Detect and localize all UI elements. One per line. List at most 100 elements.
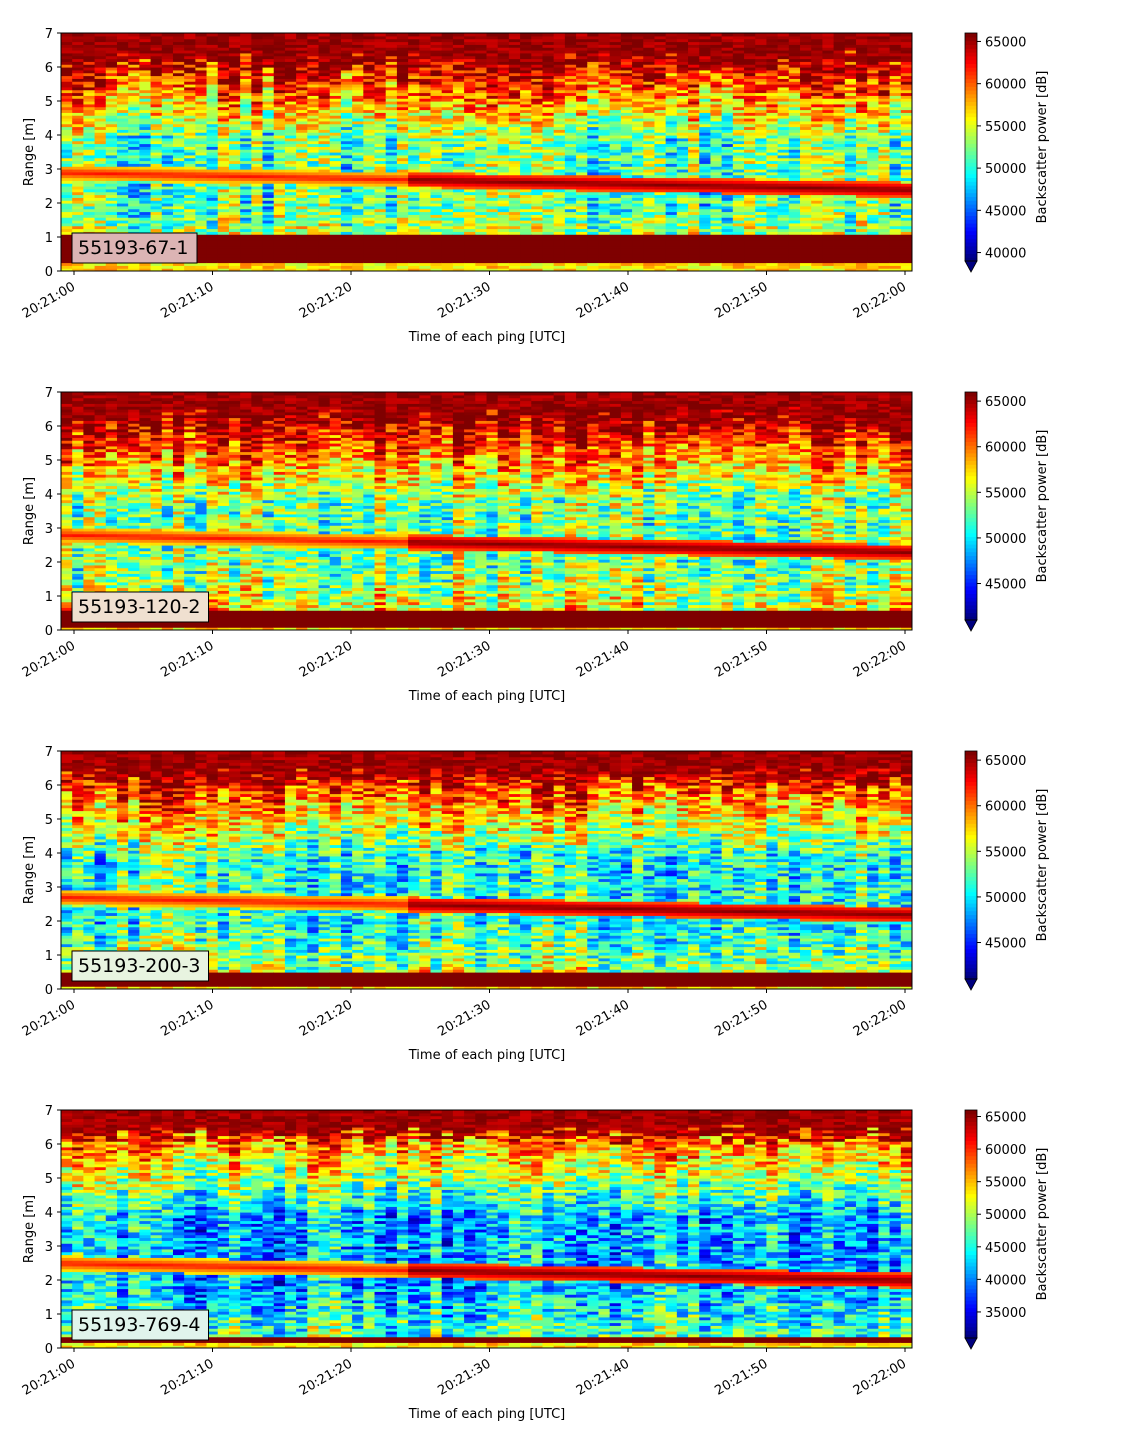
heatmap-cell bbox=[374, 98, 387, 102]
heatmap-cell bbox=[396, 135, 409, 139]
heatmap-cell bbox=[262, 41, 275, 45]
heatmap-cell bbox=[296, 123, 308, 128]
heatmap-cell bbox=[83, 217, 96, 221]
heatmap-cell bbox=[61, 109, 73, 113]
heatmap-cell bbox=[542, 149, 555, 153]
heatmap-cell bbox=[116, 203, 129, 207]
heatmap-cell bbox=[284, 41, 297, 45]
heatmap-cell bbox=[508, 220, 521, 224]
heatmap-cell bbox=[452, 160, 465, 164]
heatmap-cell bbox=[116, 72, 129, 77]
heatmap-cell bbox=[94, 47, 107, 51]
heatmap-cell bbox=[374, 112, 387, 116]
heatmap-cell bbox=[598, 188, 611, 193]
heatmap-cell bbox=[464, 208, 476, 213]
heatmap-cell bbox=[61, 259, 73, 264]
heatmap-cell bbox=[688, 214, 700, 218]
heatmap-cell bbox=[184, 98, 196, 102]
heatmap-cell bbox=[284, 129, 297, 133]
heatmap-cell bbox=[587, 50, 600, 54]
heatmap-cell bbox=[643, 152, 656, 156]
heatmap-cell bbox=[632, 61, 644, 65]
heatmap-cell bbox=[553, 177, 566, 181]
heatmap-cell bbox=[598, 169, 611, 173]
heatmap-cell bbox=[94, 186, 107, 190]
heatmap-cell bbox=[128, 35, 140, 40]
heatmap-cell bbox=[139, 140, 152, 145]
heatmap-cell bbox=[217, 220, 230, 224]
heatmap-cell bbox=[587, 220, 600, 224]
heatmap-cell bbox=[296, 44, 308, 48]
heatmap-cell bbox=[598, 41, 611, 45]
heatmap-cell bbox=[396, 106, 409, 111]
heatmap-cell bbox=[676, 248, 689, 252]
heatmap-cell bbox=[307, 188, 320, 193]
heatmap-cell bbox=[139, 188, 152, 193]
heatmap-cell bbox=[486, 157, 499, 162]
heatmap-cell bbox=[340, 171, 353, 176]
heatmap-cell bbox=[273, 120, 286, 125]
heatmap-cell bbox=[296, 67, 308, 71]
heatmap-cell bbox=[542, 222, 555, 227]
heatmap-cell bbox=[217, 81, 230, 85]
heatmap-cell bbox=[251, 52, 264, 57]
heatmap-cell bbox=[240, 262, 252, 266]
heatmap-cell bbox=[632, 194, 644, 198]
heatmap-cell bbox=[408, 38, 420, 43]
heatmap-cell bbox=[329, 115, 342, 119]
heatmap-cell bbox=[217, 231, 230, 235]
heatmap-cell bbox=[699, 109, 712, 113]
heatmap-cell bbox=[352, 152, 364, 156]
heatmap-cell bbox=[531, 44, 544, 48]
heatmap-cell bbox=[105, 81, 118, 85]
heatmap-cell bbox=[587, 214, 600, 218]
heatmap-cell bbox=[262, 44, 275, 48]
heatmap-cell bbox=[576, 262, 588, 266]
heatmap-cell bbox=[374, 242, 387, 247]
heatmap-cell bbox=[385, 203, 398, 207]
heatmap-cell bbox=[284, 101, 297, 105]
heatmap-cell bbox=[128, 225, 140, 230]
heatmap-cell bbox=[296, 171, 308, 176]
heatmap-cell bbox=[520, 211, 532, 215]
heatmap-cell bbox=[116, 86, 129, 91]
heatmap-cell bbox=[486, 160, 499, 164]
heatmap-cell bbox=[139, 86, 152, 91]
heatmap-cell bbox=[228, 64, 241, 68]
heatmap-cell bbox=[430, 228, 443, 232]
heatmap-cell bbox=[172, 50, 185, 54]
heatmap-cell bbox=[385, 69, 398, 74]
heatmap-cell bbox=[385, 129, 398, 133]
heatmap-cell bbox=[665, 118, 678, 122]
heatmap-cell bbox=[609, 228, 622, 232]
heatmap-cell bbox=[564, 149, 577, 153]
heatmap-cell bbox=[452, 81, 465, 85]
heatmap-cell bbox=[419, 106, 432, 111]
heatmap-cell bbox=[441, 214, 454, 218]
heatmap-cell bbox=[441, 234, 454, 238]
heatmap-cell bbox=[184, 101, 196, 105]
heatmap-cell bbox=[643, 132, 656, 136]
heatmap-cell bbox=[620, 245, 633, 249]
heatmap-cell bbox=[150, 101, 163, 105]
heatmap-cell bbox=[217, 259, 230, 264]
heatmap-cell bbox=[150, 268, 163, 271]
heatmap-cell bbox=[329, 149, 342, 153]
heatmap-cell bbox=[643, 169, 656, 173]
heatmap-cell bbox=[587, 84, 600, 88]
heatmap-cell bbox=[139, 33, 152, 37]
heatmap-cell bbox=[609, 55, 622, 60]
heatmap-cell bbox=[195, 149, 208, 153]
heatmap-cell bbox=[240, 120, 252, 125]
heatmap-cell bbox=[72, 171, 84, 176]
heatmap-cell bbox=[72, 183, 84, 187]
heatmap-cell bbox=[676, 174, 689, 179]
heatmap-cell bbox=[430, 72, 443, 77]
heatmap-cell bbox=[61, 149, 73, 153]
heatmap-cell bbox=[531, 69, 544, 74]
heatmap-cell bbox=[352, 81, 364, 85]
heatmap-cell bbox=[116, 126, 129, 130]
heatmap-cell bbox=[688, 157, 700, 162]
heatmap-cell bbox=[464, 225, 476, 230]
heatmap-cell bbox=[94, 92, 107, 96]
